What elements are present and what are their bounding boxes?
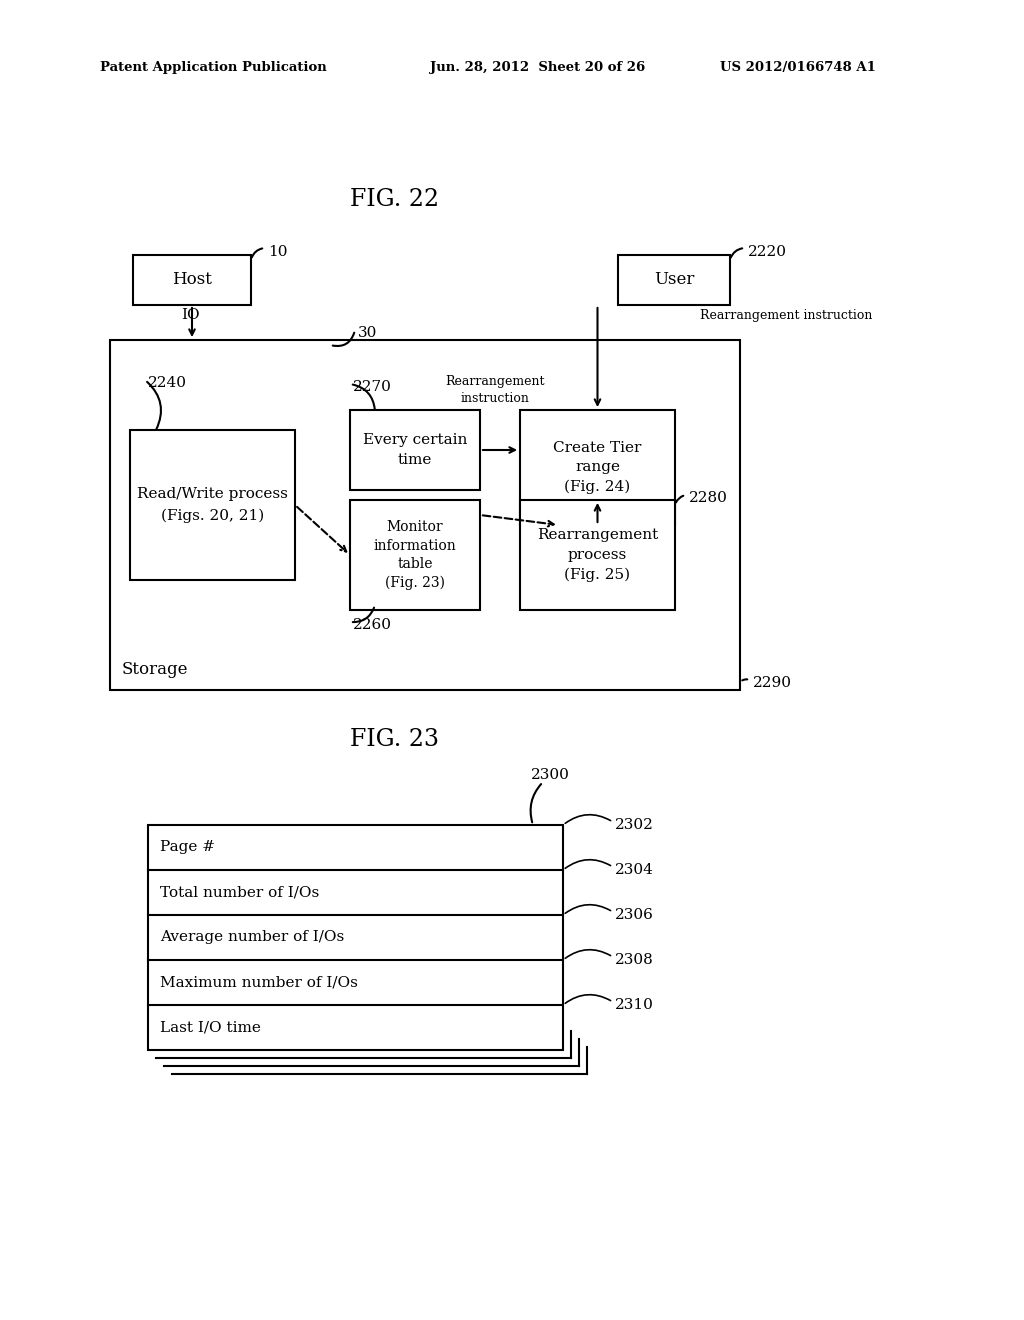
Text: Rearrangement
instruction: Rearrangement instruction: [445, 375, 545, 404]
Text: 2300: 2300: [530, 768, 569, 781]
Text: 2290: 2290: [753, 676, 792, 690]
Text: 2220: 2220: [748, 246, 787, 259]
Text: Page #: Page #: [160, 841, 215, 854]
FancyBboxPatch shape: [148, 825, 563, 1049]
Text: 30: 30: [358, 326, 378, 341]
FancyBboxPatch shape: [110, 341, 740, 690]
Text: Rearrangement instruction: Rearrangement instruction: [700, 309, 872, 322]
Text: Host: Host: [172, 272, 212, 289]
Text: Last I/O time: Last I/O time: [160, 1020, 261, 1035]
Text: Storage: Storage: [122, 661, 188, 678]
FancyBboxPatch shape: [520, 500, 675, 610]
Text: 2310: 2310: [615, 998, 654, 1012]
Text: 10: 10: [268, 246, 288, 259]
FancyBboxPatch shape: [133, 255, 251, 305]
FancyBboxPatch shape: [130, 430, 295, 579]
Text: Read/Write process
(Figs. 20, 21): Read/Write process (Figs. 20, 21): [137, 487, 288, 523]
Text: 2304: 2304: [615, 863, 654, 876]
FancyBboxPatch shape: [350, 411, 480, 490]
Text: 2270: 2270: [353, 380, 392, 393]
FancyBboxPatch shape: [618, 255, 730, 305]
Text: Rearrangement
process
(Fig. 25): Rearrangement process (Fig. 25): [537, 528, 658, 582]
Text: Patent Application Publication: Patent Application Publication: [100, 62, 327, 74]
Text: Every certain
time: Every certain time: [362, 433, 467, 467]
Text: 2302: 2302: [615, 818, 654, 832]
Text: 2240: 2240: [148, 376, 187, 389]
Text: Total number of I/Os: Total number of I/Os: [160, 886, 319, 899]
Text: Maximum number of I/Os: Maximum number of I/Os: [160, 975, 357, 990]
Text: 2280: 2280: [689, 491, 728, 506]
Text: 2308: 2308: [615, 953, 653, 968]
Text: US 2012/0166748 A1: US 2012/0166748 A1: [720, 62, 876, 74]
Text: Average number of I/Os: Average number of I/Os: [160, 931, 344, 945]
Text: FIG. 23: FIG. 23: [350, 729, 439, 751]
FancyBboxPatch shape: [350, 500, 480, 610]
FancyBboxPatch shape: [520, 411, 675, 525]
Text: 2260: 2260: [353, 618, 392, 632]
Text: Create Tier
range
(Fig. 24): Create Tier range (Fig. 24): [553, 441, 642, 494]
Text: Jun. 28, 2012  Sheet 20 of 26: Jun. 28, 2012 Sheet 20 of 26: [430, 62, 645, 74]
Text: FIG. 22: FIG. 22: [350, 189, 439, 211]
Text: 2306: 2306: [615, 908, 654, 921]
Text: Monitor
information
table
(Fig. 23): Monitor information table (Fig. 23): [374, 520, 457, 590]
Text: IO: IO: [180, 308, 200, 322]
Text: User: User: [653, 272, 694, 289]
